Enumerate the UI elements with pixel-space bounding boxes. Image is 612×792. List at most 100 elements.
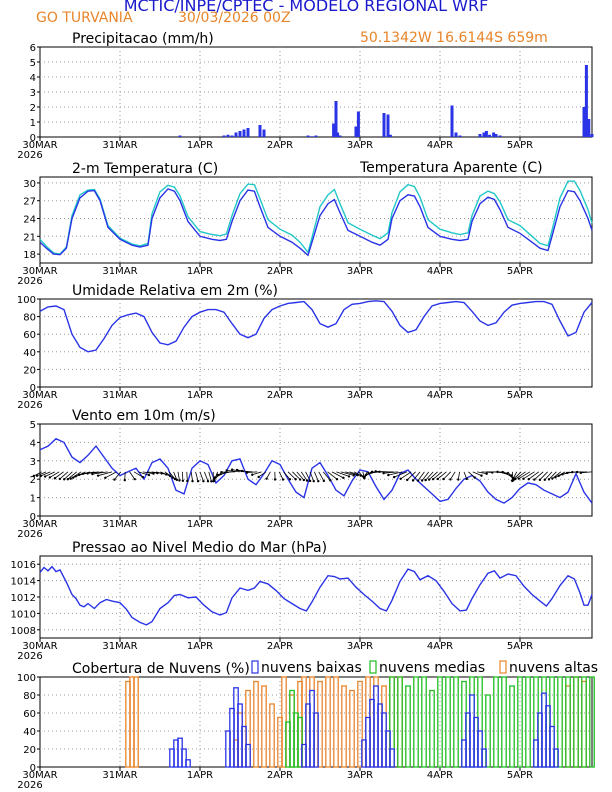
y-tick-label: 1012 [11, 593, 36, 604]
wind-arrow [383, 471, 399, 474]
x-tick-label: 4APR [427, 390, 453, 401]
x-tick-label: 30MAR [22, 390, 57, 401]
x-tick-label: 4APR [427, 140, 453, 151]
x-tick-label: 4APR [427, 519, 453, 530]
wind-arrow [114, 471, 122, 480]
wind-arrow-head [465, 477, 468, 481]
x-tick-label: 5APR [507, 770, 533, 781]
wind-arrow-head [63, 478, 66, 481]
precip-bar [230, 135, 234, 137]
precip-bar [478, 134, 482, 137]
y-tick-label: 1016 [11, 560, 36, 571]
x-tick-label: 31MAR [102, 390, 137, 401]
wind-arrow [539, 471, 548, 481]
wind-arrow [186, 471, 188, 482]
x-tick-label: 4APR [427, 770, 453, 781]
wind-arrow [287, 471, 296, 480]
high-cloud-bar [573, 676, 579, 768]
mid-cloud-bar [397, 676, 403, 768]
x-tick-label: 31MAR [102, 519, 137, 530]
y-tick-label: 21 [23, 232, 36, 243]
wind-arrow-head [220, 470, 223, 474]
panel-temp: 18 21 24 27 30 30MAR 31MAR 1APR 2APR 3APR 4APR 5APR… [17, 160, 593, 287]
panel-title: 2-m Temperatura (C) [72, 161, 218, 177]
wind-arrow-head [58, 477, 62, 481]
high-cloud-bar [349, 689, 355, 768]
low-cloud-bar [185, 759, 191, 768]
wind-arrow [49, 471, 60, 478]
wind-arrow-head [35, 474, 39, 477]
wind-arrow-head [551, 477, 554, 480]
wind-arrow-head [457, 478, 460, 481]
precip-bar [582, 107, 586, 137]
x-tick-label: 31MAR [102, 641, 137, 652]
precip-bar [382, 113, 386, 137]
precip-bar [258, 125, 262, 137]
x-tick-label: 2APR [267, 266, 293, 277]
wind-arrow-head [442, 477, 445, 481]
wind-arrow-head [77, 473, 81, 476]
high-cloud-bar [565, 685, 571, 768]
high-cloud-bar [253, 680, 259, 768]
x-tick-label: 1APR [187, 641, 213, 652]
x-tick-label: 5APR [507, 390, 533, 401]
wind-arrow-head [329, 479, 332, 482]
y-tick-label: 20 [23, 745, 36, 756]
wind-arrow [544, 471, 553, 481]
wind-arrow-head [374, 470, 377, 473]
wind-arrow-head [133, 477, 136, 481]
wind-arrow-head [230, 468, 234, 471]
wind-arrow [443, 471, 452, 480]
wind-arrow [204, 471, 209, 482]
wind-arrow [552, 471, 562, 479]
wind-arrow [327, 471, 338, 480]
wind-arrow-head [213, 478, 216, 481]
wind-arrow-head [431, 477, 435, 481]
low-cloud-bar [553, 748, 559, 768]
x-tick-label: 1APR [187, 266, 213, 277]
wind-arrow [105, 471, 117, 479]
wind-arrow-head [39, 474, 42, 478]
wind-arrow [160, 471, 171, 477]
y-tick-label: 20 [23, 365, 36, 376]
x-tick-label: 5APR [507, 140, 533, 151]
legend-swatch [251, 660, 259, 674]
wind-arrow [457, 471, 460, 480]
wind-arrow-head [363, 475, 366, 478]
y-tick-label: 4 [30, 73, 36, 84]
y-tick-label: 24 [23, 215, 36, 226]
wind-arrow-head [405, 478, 409, 482]
mid-cloud-bar [589, 676, 595, 768]
station-name: GO TURVANIA [36, 10, 133, 26]
precip-bar [262, 129, 266, 137]
y-tick-label: 80 [23, 691, 36, 702]
wind-arrow [247, 471, 258, 474]
legend-label: nuvens medias [379, 660, 485, 676]
wind-arrow-head [342, 476, 345, 480]
wind-arrow [147, 471, 158, 474]
precip-bar [482, 132, 486, 137]
mid-cloud-bar [297, 716, 303, 768]
panel-title: Umidade Relativa em 2m (%) [72, 283, 278, 299]
wind-arrow [450, 471, 456, 480]
wind-arrow-head [335, 478, 339, 481]
wind-arrow [138, 471, 150, 476]
y-tick-label: 60 [23, 709, 36, 720]
y-tick-label: 100 [17, 295, 36, 306]
wind-arrow-head [206, 479, 210, 483]
mid-cloud-bar [557, 676, 563, 768]
x-tick-label: 31MAR [102, 266, 137, 277]
x-tick-label: 5APR [507, 266, 533, 277]
wind-arrow-head [538, 478, 542, 482]
y-tick-label: 6 [30, 43, 36, 54]
temperature-line [39, 188, 593, 257]
wind-arrow-head [543, 478, 547, 481]
wind-arrow-head [547, 478, 551, 481]
y-tick-label: 60 [23, 330, 36, 341]
precip-bar [234, 132, 238, 137]
wind-arrow-head [173, 477, 177, 481]
wind-arrow [195, 471, 199, 482]
wind-arrow-head [181, 479, 185, 482]
wind-arrow [499, 471, 512, 476]
wind-arrow [428, 471, 438, 480]
